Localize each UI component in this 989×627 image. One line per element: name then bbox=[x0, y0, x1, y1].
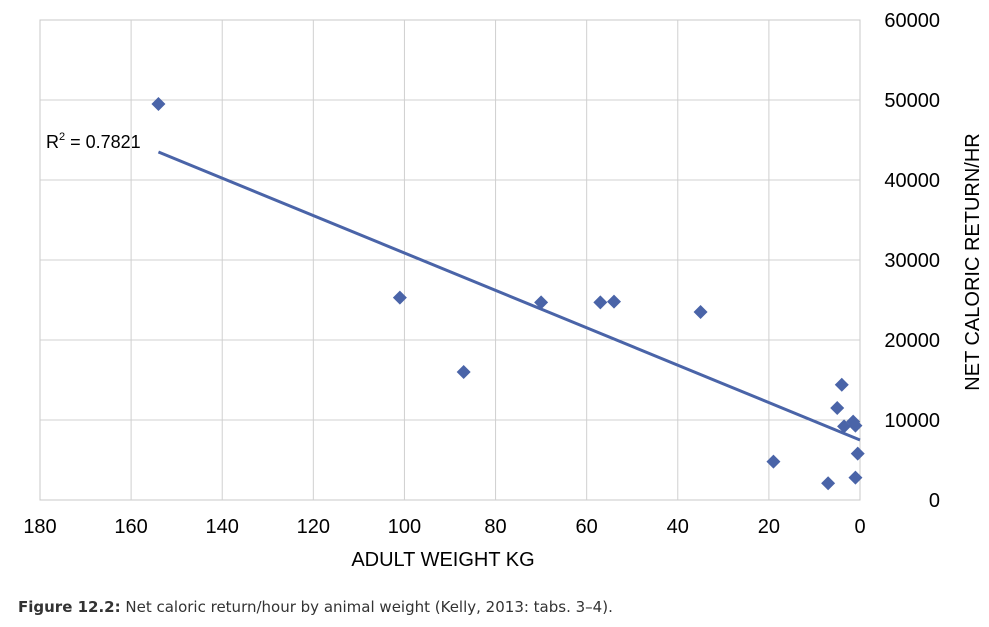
x-tick-label: 160 bbox=[114, 516, 147, 538]
x-tick-label: 100 bbox=[388, 516, 421, 538]
figure-caption: Figure 12.2: Net caloric return/hour by … bbox=[18, 598, 613, 616]
y-tick-label: 30000 bbox=[884, 250, 940, 272]
gridlines bbox=[40, 20, 860, 500]
y-tick-label: 0 bbox=[929, 490, 940, 512]
data-point bbox=[693, 305, 708, 319]
trendline bbox=[157, 150, 861, 442]
data-point bbox=[151, 97, 166, 111]
data-point bbox=[534, 295, 549, 310]
y-tick-label: 10000 bbox=[884, 410, 940, 432]
data-point bbox=[607, 294, 621, 309]
x-tick-label: 20 bbox=[758, 516, 780, 538]
y-tick-label: 50000 bbox=[884, 90, 940, 112]
x-tick-label: 120 bbox=[297, 516, 330, 538]
scatter-chart: 180 160 140 120 100 80 60 40 20 0 0 10000 20000 3000… bbox=[23, 10, 984, 571]
data-point bbox=[850, 446, 865, 461]
data-point bbox=[766, 454, 781, 469]
x-tick-label: 60 bbox=[576, 516, 598, 538]
y-axis-label: NET CALORIC RETURN/HR bbox=[962, 133, 984, 390]
data-point bbox=[392, 290, 407, 305]
data-point bbox=[456, 365, 471, 379]
y-tick-label: 60000 bbox=[884, 10, 940, 32]
x-tick-label: 80 bbox=[484, 516, 506, 538]
caption-text: Net caloric return/hour by animal weight… bbox=[120, 598, 613, 616]
caption-label: Figure 12.2: bbox=[18, 598, 121, 616]
data-points bbox=[151, 97, 865, 491]
x-tick-label: 140 bbox=[206, 516, 239, 538]
data-point bbox=[593, 295, 608, 310]
r-squared-label: R2 = 0.7821 bbox=[46, 131, 141, 152]
x-tick-label: 40 bbox=[667, 516, 689, 538]
x-axis-label: ADULT WEIGHT KG bbox=[351, 549, 534, 571]
x-tick-label: 180 bbox=[23, 516, 56, 538]
data-point bbox=[821, 476, 836, 491]
x-axis-ticks: 180 160 140 120 100 80 60 40 20 0 bbox=[23, 516, 865, 538]
data-point bbox=[834, 377, 849, 392]
y-tick-label: 20000 bbox=[884, 330, 940, 352]
y-tick-label: 40000 bbox=[884, 170, 940, 192]
y-axis-ticks: 0 10000 20000 30000 40000 50000 60000 bbox=[884, 10, 940, 512]
data-point bbox=[848, 418, 863, 433]
x-tick-label: 0 bbox=[854, 516, 865, 538]
data-point bbox=[830, 401, 845, 415]
data-point bbox=[848, 470, 863, 485]
